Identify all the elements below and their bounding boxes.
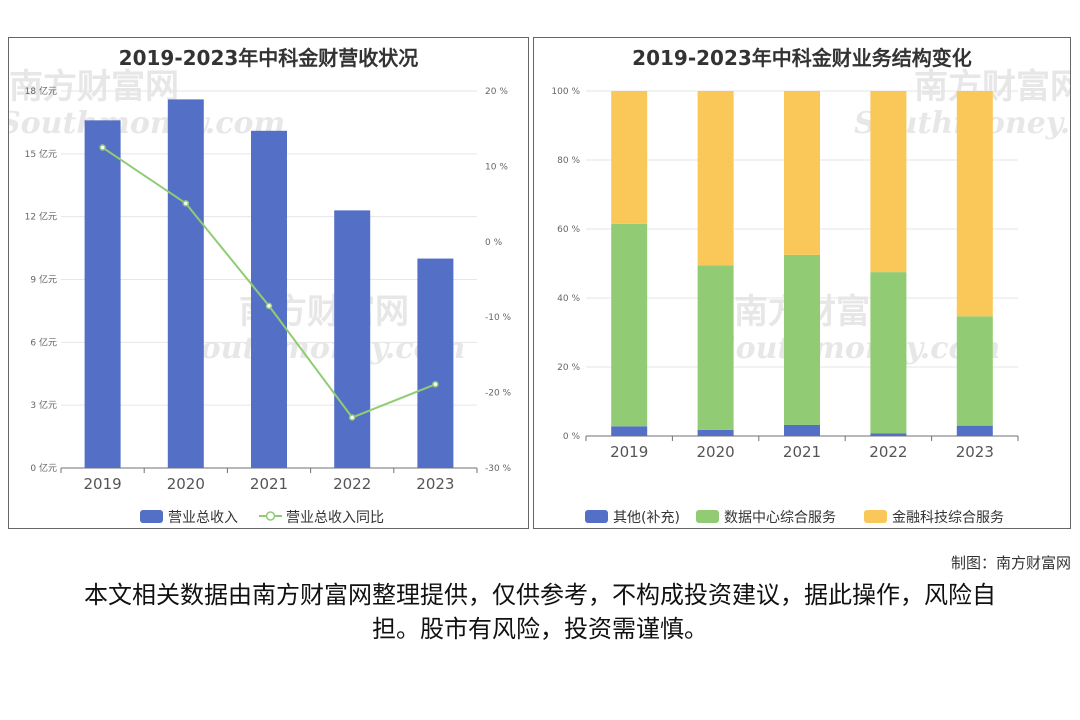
y2-tick-label: -10 % (485, 313, 512, 323)
svg-text:南方财富网: 南方财富网 (9, 67, 179, 107)
revenue-bar (334, 210, 371, 468)
stack-segment (784, 254, 820, 425)
legend-label: 金融科技综合服务 (892, 510, 1004, 526)
stack-segment (956, 425, 993, 436)
y2-tick-label: 0 % (485, 238, 503, 248)
revenue-bar (84, 120, 121, 469)
x-tick-label: 2019 (84, 475, 122, 493)
stack-segment (697, 265, 734, 430)
revenue-bar (417, 258, 454, 468)
yoy-point (432, 381, 439, 388)
y-tick-label: 20 % (557, 363, 580, 373)
y-tick-label: 0 % (563, 432, 581, 442)
stack-segment (956, 91, 993, 317)
x-tick-label: 2021 (783, 443, 821, 461)
chart-credit: 制图：南方财富网 (950, 554, 1071, 572)
stack-segment (697, 429, 734, 436)
x-tick-label: 2023 (416, 475, 454, 493)
y2-tick-label: -20 % (485, 389, 512, 399)
structure-chart-panel: 南方财富网 Southmoney.com 南方财富网 Southmoney.co… (533, 37, 1071, 529)
y-tick-label: 0 亿元 (30, 462, 57, 474)
stack-segment (784, 424, 820, 436)
x-tick-label: 2019 (610, 443, 648, 461)
y-tick-label: 100 % (551, 87, 580, 97)
y2-tick-label: 20 % (485, 87, 508, 97)
disclaimer-text: 本文相关数据由南方财富网整理提供，仅供参考，不构成投资建议，据此操作，风险自担。… (84, 581, 996, 643)
legend-swatch (864, 510, 887, 523)
legend-label: 营业总收入同比 (286, 510, 384, 526)
y2-tick-label: 10 % (485, 162, 508, 172)
revenue-chart: 南方财富网 Southmoney.com 南方财富网 Southmoney.co… (9, 67, 512, 526)
stack-segment (870, 272, 907, 434)
y-tick-label: 18 亿元 (25, 85, 57, 97)
yoy-point (99, 144, 106, 151)
y-tick-label: 60 % (557, 225, 580, 235)
y-tick-label: 6 亿元 (30, 336, 57, 348)
y2-tick-label: -30 % (485, 464, 512, 474)
y-tick-label: 80 % (557, 156, 580, 166)
stack-segment (784, 91, 820, 255)
y-tick-label: 15 亿元 (25, 148, 57, 160)
chart-title: 2019-2023年中科金财业务结构变化 (632, 46, 972, 70)
revenue-bar (167, 99, 204, 468)
svg-text:Southmoney.com: Southmoney.com (9, 106, 285, 141)
legend-swatch (140, 510, 163, 523)
y-tick-label: 3 亿元 (30, 399, 57, 411)
yoy-point (182, 200, 190, 207)
structure-chart: 南方财富网 Southmoney.com 南方财富网 Southmoney.co… (551, 67, 1070, 526)
x-tick-label: 2020 (697, 443, 735, 461)
x-tick-label: 2022 (333, 475, 371, 493)
stack-segment (611, 91, 648, 224)
legend-label: 营业总收入 (168, 510, 238, 526)
y-tick-label: 40 % (557, 294, 580, 304)
y-tick-label: 12 亿元 (25, 211, 57, 223)
revenue-bar (251, 130, 287, 468)
revenue-chart-panel: 南方财富网 Southmoney.com 南方财富网 Southmoney.co… (8, 37, 529, 529)
legend-label: 数据中心综合服务 (724, 510, 836, 526)
y-tick-label: 9 亿元 (30, 274, 57, 286)
x-tick-label: 2020 (167, 475, 205, 493)
legend-swatch (265, 511, 276, 521)
svg-text:Southmoney.com: Southmoney.com (714, 331, 1000, 366)
stack-segment (611, 426, 648, 436)
legend-label: 其他(补充) (613, 510, 680, 526)
x-tick-label: 2021 (250, 475, 288, 493)
legend-swatch (696, 510, 719, 523)
legend-swatch (585, 510, 608, 523)
stack-segment (611, 223, 648, 427)
x-tick-label: 2022 (869, 443, 907, 461)
stack-segment (870, 91, 907, 273)
yoy-point (348, 414, 356, 421)
chart-title: 2019-2023年中科金财营收状况 (118, 46, 419, 70)
stack-segment (697, 91, 734, 266)
stack-segment (956, 316, 993, 426)
stack-segment (870, 433, 907, 436)
yoy-point (265, 302, 273, 310)
x-tick-label: 2023 (956, 443, 994, 461)
